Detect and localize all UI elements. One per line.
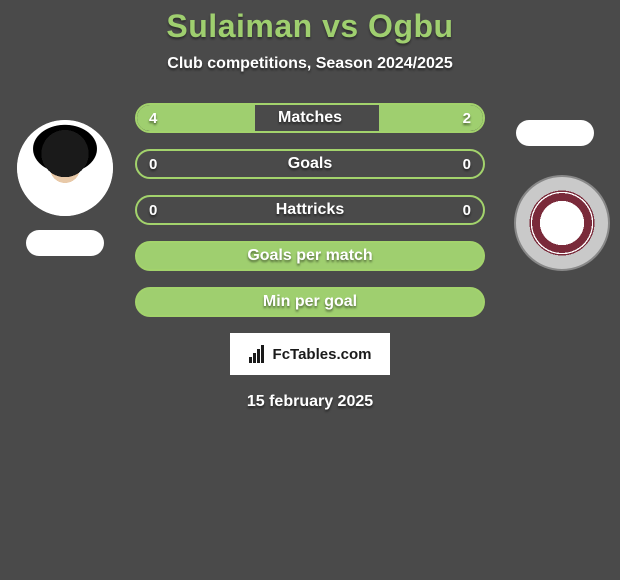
player-right-column [500,120,610,146]
stat-row: 42Matches [135,103,485,133]
brand-text: FcTables.com [273,346,372,363]
stat-label: Goals [137,155,483,173]
stat-row: 0 0Hattricks [135,195,485,225]
stat-value-left: 0 [149,202,157,219]
date-label: 15 february 2025 [0,393,620,411]
stat-row: Min per goal [135,287,485,317]
player-left-avatar [17,120,113,216]
stat-value-left: 4 [149,110,157,127]
stat-value-right: 0 [463,156,471,173]
avatar-portrait-icon [17,120,113,216]
comparison-card: Sulaiman vs Ogbu Club competitions, Seas… [0,0,620,580]
stat-value-right: 0 [463,202,471,219]
bar-chart-icon [249,345,267,363]
stat-label: Goals per match [137,247,483,265]
player-right-flag-icon [516,120,594,146]
subtitle: Club competitions, Season 2024/2025 [0,55,620,73]
stat-value-left: 0 [149,156,157,173]
player-right-club-badge-icon [514,175,610,271]
stats-panel: 42Matches00Goals00HattricksGoals per mat… [135,103,485,317]
brand-badge: FcTables.com [230,333,390,375]
stat-row: 0 0Goals [135,149,485,179]
stat-label: Hattricks [137,201,483,219]
stat-value-right: 2 [463,110,471,127]
player-left-column [10,120,120,256]
page-title: Sulaiman vs Ogbu [0,8,620,45]
stat-row: Goals per match [135,241,485,271]
player-left-flag-icon [26,230,104,256]
stat-label: Min per goal [137,293,483,311]
